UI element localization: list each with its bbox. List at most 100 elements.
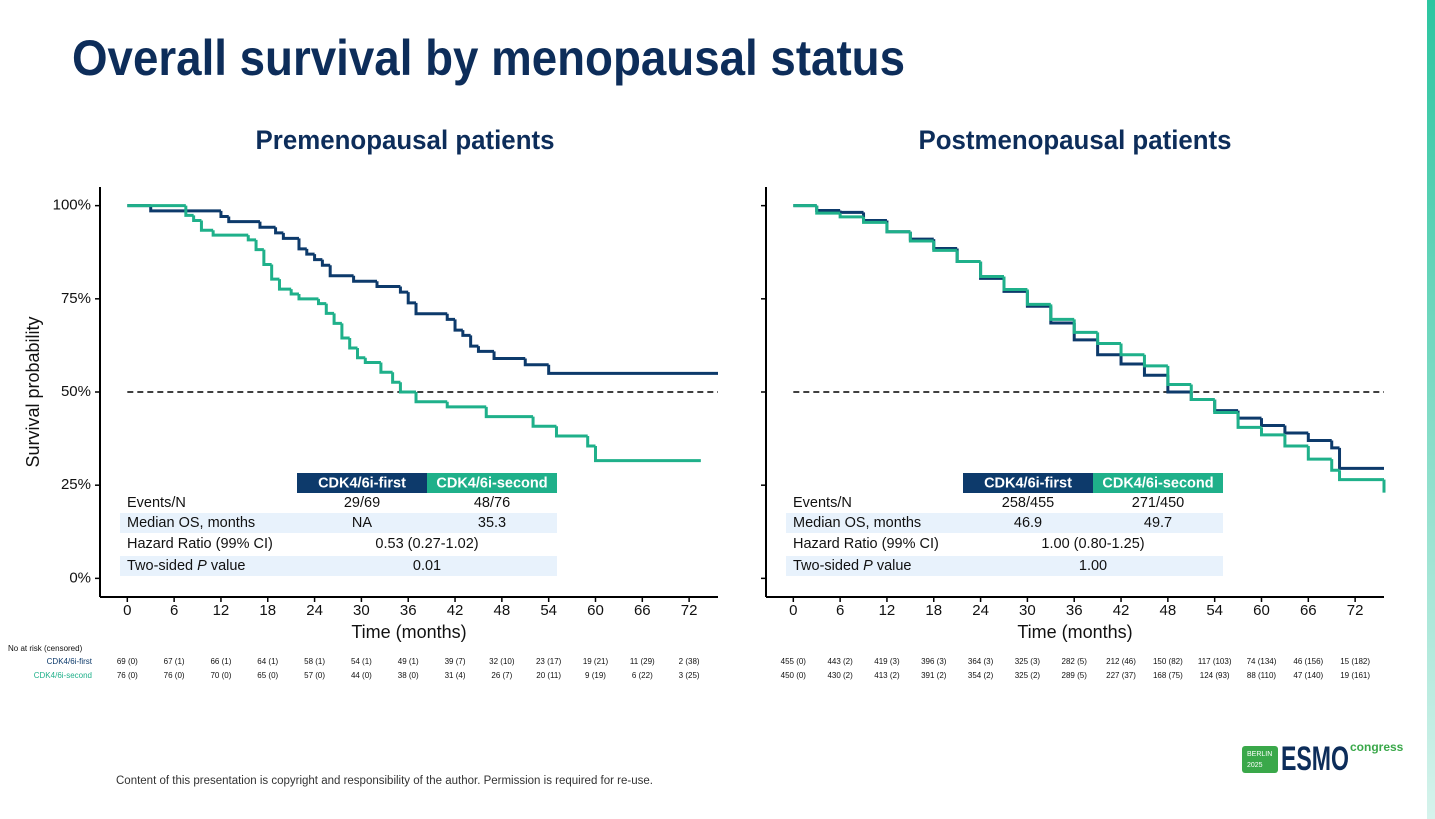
stats-label: Two-sided P value: [127, 558, 246, 574]
x-tick-label: 30: [1019, 602, 1036, 619]
risk-value: 76 (0): [117, 671, 138, 680]
stats-label: Events/N: [793, 495, 852, 511]
x-tick-label: 0: [123, 602, 131, 619]
risk-value: 47 (140): [1293, 671, 1323, 680]
survival-step: [453, 319, 463, 332]
survival-step: [1338, 447, 1384, 470]
risk-value: 396 (3): [921, 657, 947, 666]
x-tick-label: 54: [540, 602, 557, 619]
stats-label: Hazard Ratio (99% CI): [793, 536, 939, 552]
x-tick-label: 48: [494, 602, 511, 619]
x-tick-label: 54: [1206, 602, 1223, 619]
chart-title: Premenopausal patients: [256, 125, 555, 155]
risk-value: 124 (93): [1200, 671, 1230, 680]
risk-value: 413 (2): [874, 671, 900, 680]
survival-step: [815, 205, 841, 215]
survival-step: [1236, 412, 1262, 429]
survival-step: [1338, 470, 1383, 482]
risk-value: 455 (0): [781, 657, 807, 666]
risk-value: 23 (17): [536, 657, 562, 666]
risk-value: 2 (38): [679, 657, 700, 666]
chart-title: Postmenopausal patients: [919, 125, 1232, 155]
survival-step: [593, 446, 701, 463]
survival-step: [356, 348, 366, 360]
x-tick-label: 42: [447, 602, 464, 619]
survival-step: [1119, 343, 1145, 357]
survival-step: [352, 275, 378, 283]
survival-step: [554, 426, 588, 438]
chart: Premenopausal patients 0% 25% 50% 75% 100% 0 6 1…: [8, 125, 718, 680]
survival-step: [1259, 418, 1285, 428]
survival-step: [375, 281, 401, 289]
risk-value: 430 (2): [827, 671, 853, 680]
survival-step: [149, 205, 221, 213]
logo-badge: [1242, 746, 1278, 773]
risk-value: 46 (156): [1293, 657, 1323, 666]
stats-header-cell: [297, 473, 427, 493]
y-tick-label: 100%: [53, 197, 91, 214]
risk-value: 67 (1): [164, 657, 185, 666]
stats-header-cell: [963, 473, 1093, 493]
x-tick-label: 6: [836, 602, 844, 619]
stats-label: Median OS, months: [793, 515, 921, 531]
stats-label-part: P: [197, 558, 207, 574]
x-tick-label: 18: [925, 602, 942, 619]
risk-value: 88 (110): [1247, 671, 1277, 680]
survival-step: [324, 303, 335, 315]
stats-label-part: P: [863, 558, 873, 574]
stats-value: 46.9: [1014, 515, 1042, 531]
survival-step: [1142, 364, 1168, 377]
survival-step: [313, 254, 323, 262]
risk-value: 57 (0): [304, 671, 325, 680]
survival-step: [199, 220, 214, 232]
x-tick-label: 30: [353, 602, 370, 619]
survival-step: [838, 213, 864, 219]
survival-step: [363, 357, 381, 365]
stats-value: 0.53 (0.27-1.02): [375, 536, 478, 552]
stats-value: 271/450: [1132, 495, 1184, 511]
survival-step: [398, 382, 417, 394]
risk-value: 66 (1): [210, 657, 231, 666]
survival-step: [531, 416, 557, 428]
y-tick-label: 0%: [69, 569, 91, 586]
stats-label-part: value: [207, 558, 246, 574]
stats-header: CDK4/6i-first: [984, 475, 1072, 491]
survival-step: [476, 346, 495, 353]
stats-header-cell: [1093, 473, 1223, 493]
survival-step: [211, 230, 249, 237]
stats-label-part: Two-sided: [793, 558, 863, 574]
x-tick-label: 66: [1300, 602, 1317, 619]
x-tick-label: 60: [587, 602, 604, 619]
slide-title: Overall survival by menopausal status: [72, 30, 905, 86]
risk-value: 11 (29): [630, 657, 655, 666]
risk-value: 6 (22): [632, 671, 653, 680]
x-tick-label: 18: [259, 602, 276, 619]
risk-value: 64 (1): [257, 657, 278, 666]
survival-step: [1119, 354, 1145, 366]
stats-header: CDK4/6i-second: [436, 475, 547, 491]
logo-name: ESMO: [1281, 740, 1349, 778]
survival-step: [1002, 276, 1028, 291]
survival-step: [258, 221, 276, 229]
logo-event: congress: [1350, 740, 1404, 754]
risk-value: 26 (7): [491, 671, 512, 680]
x-tick-label: 12: [213, 602, 230, 619]
survival-step: [289, 289, 299, 296]
survival-step: [219, 210, 229, 218]
survival-step: [281, 232, 299, 240]
stats-value: 0.01: [413, 558, 441, 574]
survival-step: [297, 293, 319, 301]
risk-value: 325 (3): [1015, 657, 1041, 666]
edge-bar: [1427, 0, 1435, 819]
risk-value: 9 (19): [585, 671, 606, 680]
risk-value: 364 (3): [968, 657, 994, 666]
y-tick-label: 25%: [61, 476, 91, 493]
stats-header: CDK4/6i-first: [318, 475, 406, 491]
stats-value: 258/455: [1002, 495, 1054, 511]
survival-step: [1072, 319, 1098, 334]
survival-step: [484, 406, 534, 419]
survival-step: [340, 323, 350, 340]
survival-step: [1096, 332, 1122, 346]
risk-value: 69 (0): [117, 657, 138, 666]
